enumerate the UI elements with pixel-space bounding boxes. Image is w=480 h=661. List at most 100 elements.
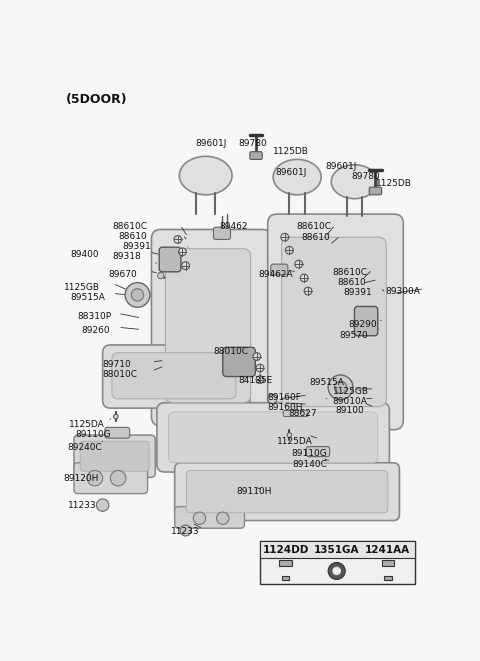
Circle shape (157, 272, 164, 279)
Text: 89515A: 89515A (310, 378, 345, 387)
Text: 89400: 89400 (71, 251, 99, 259)
Circle shape (268, 394, 277, 403)
Text: 88610C: 88610C (113, 222, 148, 231)
Text: 1125GB: 1125GB (64, 284, 100, 292)
Circle shape (335, 381, 347, 393)
Text: 89462A: 89462A (258, 270, 293, 280)
Circle shape (300, 274, 308, 282)
Circle shape (361, 317, 371, 326)
FancyBboxPatch shape (250, 152, 262, 159)
Text: 88610: 88610 (118, 232, 147, 241)
Text: (5DOOR): (5DOOR) (66, 93, 128, 106)
Circle shape (234, 356, 244, 368)
Text: 89160H: 89160H (268, 403, 303, 412)
FancyBboxPatch shape (168, 412, 378, 463)
FancyBboxPatch shape (306, 447, 330, 457)
Text: 89601J: 89601J (276, 168, 307, 177)
FancyBboxPatch shape (271, 264, 288, 275)
Text: 89110G: 89110G (75, 430, 111, 440)
Circle shape (96, 499, 109, 512)
FancyBboxPatch shape (355, 307, 378, 336)
Text: 89110G: 89110G (291, 449, 327, 458)
Text: 1125DA: 1125DA (277, 438, 313, 446)
FancyBboxPatch shape (175, 507, 244, 528)
Text: 1124DD: 1124DD (263, 545, 309, 555)
FancyBboxPatch shape (166, 249, 251, 403)
Circle shape (125, 283, 150, 307)
Text: 89601J: 89601J (196, 139, 227, 148)
Text: 89601J: 89601J (325, 163, 357, 171)
Bar (260, 541, 415, 584)
FancyBboxPatch shape (283, 410, 308, 416)
Circle shape (253, 353, 261, 360)
Text: 88610: 88610 (302, 233, 331, 243)
Circle shape (180, 525, 191, 536)
Bar (384, 576, 392, 580)
Bar (282, 576, 289, 580)
Circle shape (256, 364, 264, 372)
Circle shape (281, 233, 288, 241)
FancyBboxPatch shape (175, 463, 399, 520)
Bar (382, 560, 394, 566)
Text: 89240C: 89240C (68, 443, 103, 451)
Circle shape (328, 563, 345, 580)
FancyBboxPatch shape (105, 428, 130, 438)
FancyBboxPatch shape (74, 435, 156, 477)
Text: 89140C: 89140C (292, 459, 327, 469)
FancyBboxPatch shape (152, 229, 272, 426)
Text: 1351GA: 1351GA (314, 545, 360, 555)
Text: 84135E: 84135E (238, 375, 273, 385)
FancyBboxPatch shape (74, 463, 147, 494)
Text: 89780: 89780 (238, 139, 267, 148)
Text: 88610C: 88610C (296, 222, 331, 231)
FancyBboxPatch shape (112, 353, 236, 399)
Ellipse shape (331, 165, 378, 199)
Text: 1125DB: 1125DB (273, 147, 309, 156)
Text: 89570: 89570 (339, 331, 368, 340)
FancyBboxPatch shape (80, 442, 149, 471)
Text: 11233: 11233 (171, 527, 200, 537)
Circle shape (179, 248, 186, 256)
Circle shape (286, 247, 293, 254)
Ellipse shape (273, 159, 321, 195)
Text: 11233: 11233 (68, 501, 96, 510)
FancyBboxPatch shape (186, 471, 388, 513)
FancyBboxPatch shape (159, 247, 181, 272)
Text: 89010A: 89010A (333, 397, 368, 406)
Text: 89318: 89318 (113, 252, 142, 261)
Circle shape (287, 433, 292, 438)
Text: 1125DB: 1125DB (376, 179, 412, 188)
FancyBboxPatch shape (103, 345, 250, 408)
FancyBboxPatch shape (369, 187, 382, 195)
Ellipse shape (180, 156, 232, 195)
Text: 89670: 89670 (109, 270, 138, 278)
Text: 1125DA: 1125DA (69, 420, 105, 429)
Text: 1125GB: 1125GB (333, 387, 369, 397)
Text: 89515A: 89515A (71, 293, 106, 302)
Text: 89300A: 89300A (385, 288, 420, 296)
Text: 88610C: 88610C (333, 268, 368, 277)
Text: 89100: 89100 (335, 406, 364, 415)
Text: 89160F: 89160F (268, 393, 301, 403)
Circle shape (181, 262, 190, 270)
Bar (260, 541, 415, 559)
Circle shape (193, 512, 206, 524)
Circle shape (166, 255, 175, 264)
Circle shape (113, 414, 118, 419)
FancyBboxPatch shape (157, 403, 389, 472)
Text: 89391: 89391 (122, 242, 151, 251)
Circle shape (87, 471, 103, 486)
FancyBboxPatch shape (214, 227, 230, 239)
Text: 88610: 88610 (337, 278, 366, 287)
Bar (279, 560, 292, 566)
Text: 1241AA: 1241AA (365, 545, 410, 555)
Circle shape (110, 471, 126, 486)
FancyBboxPatch shape (223, 347, 255, 377)
Text: 89290: 89290 (348, 319, 377, 329)
Text: 89462: 89462 (220, 222, 248, 231)
FancyBboxPatch shape (268, 214, 403, 430)
Circle shape (174, 235, 181, 243)
Text: 89710: 89710 (103, 360, 132, 369)
Text: 89110H: 89110H (237, 487, 272, 496)
Text: 88010C: 88010C (214, 347, 249, 356)
